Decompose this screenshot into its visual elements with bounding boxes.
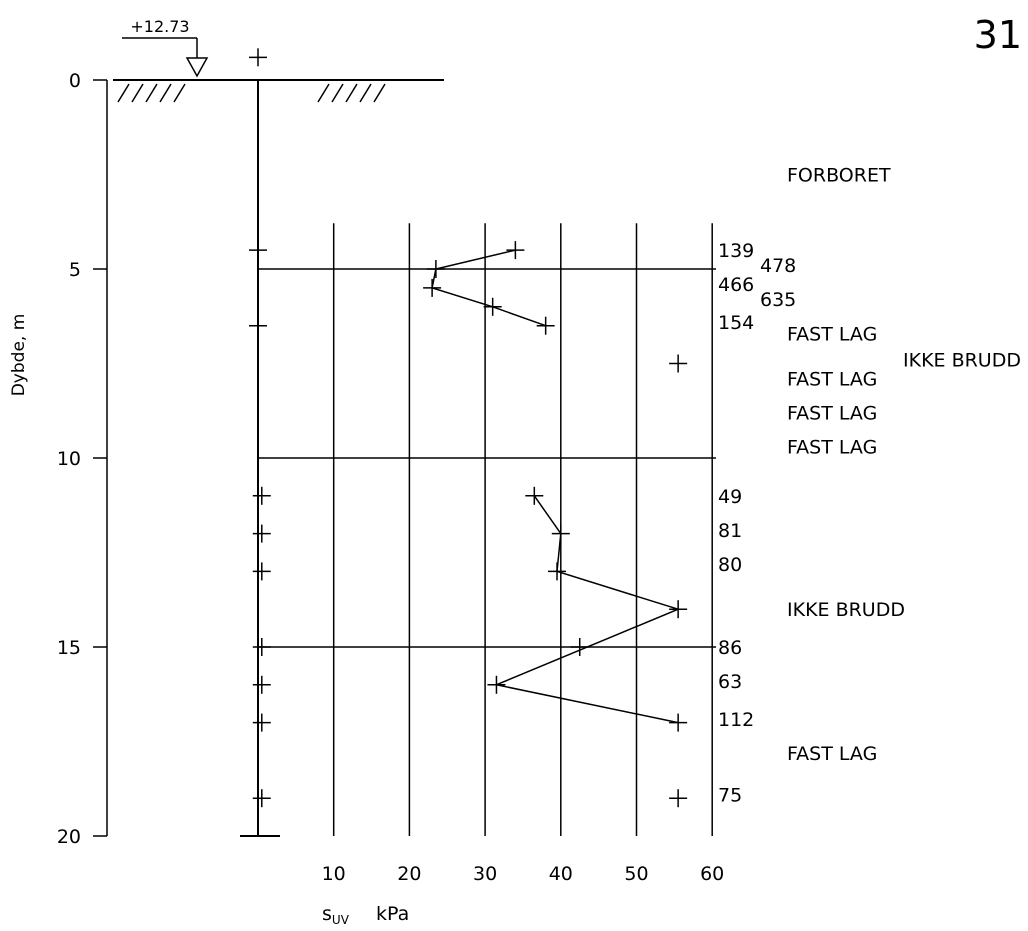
remoulded-point	[252, 675, 271, 694]
x-tick-label: 30	[473, 863, 497, 885]
y-tick-label: 20	[57, 826, 81, 848]
annotation-label: FAST LAG	[787, 323, 877, 345]
data-point	[548, 562, 567, 581]
svg-text:sUV: sUV	[322, 903, 350, 927]
page-number: 31	[974, 13, 1022, 57]
plot-area	[240, 48, 688, 837]
ground-surface: +12.73	[113, 17, 444, 103]
sensitivity-label: 80	[718, 554, 742, 576]
remoulded-point	[252, 638, 271, 656]
x-tick-label: 60	[700, 863, 724, 885]
x-tick-label: 50	[624, 863, 648, 885]
data-point	[570, 638, 589, 656]
annotation-label: IKKE BRUDD	[903, 350, 1021, 372]
sensitivity-label: 635	[760, 289, 796, 311]
y-axis-label: Dybde, m	[9, 314, 29, 397]
sensitivity-labels: 139 478 466 635 154 49 81 80 86 63 112 75	[718, 240, 796, 806]
hatch-mark	[317, 83, 330, 103]
water-table-icon	[185, 57, 209, 78]
annotation-label: FAST LAG	[787, 743, 877, 765]
y-tick-label: 15	[57, 637, 81, 659]
data-point	[506, 241, 525, 260]
data-point	[669, 354, 688, 373]
data-point	[551, 524, 570, 543]
hatch-mark	[159, 83, 172, 103]
depth-axis: 0 5 10 15 20	[57, 70, 108, 848]
annotation-label: FORBORET	[787, 165, 891, 187]
annotation-label: FAST LAG	[787, 403, 877, 425]
data-point	[669, 713, 688, 732]
hatch-mark	[359, 83, 372, 103]
sensitivity-label: 478	[760, 255, 796, 277]
sensitivity-label: 139	[718, 240, 754, 262]
remoulded-point	[252, 713, 271, 732]
remoulded-point	[249, 316, 267, 335]
data-point	[426, 260, 445, 278]
annotation-label: FAST LAG	[787, 369, 877, 391]
remoulded-point	[249, 48, 267, 67]
hatch-mark	[145, 83, 158, 103]
data-point	[423, 278, 442, 297]
x-axis-symbol: s	[322, 903, 332, 925]
ground-elevation: +12.73	[130, 17, 189, 36]
sensitivity-label: 49	[718, 486, 742, 508]
y-tick-label: 0	[69, 70, 81, 92]
series-line	[493, 495, 681, 724]
hatch-mark	[345, 83, 358, 103]
sensitivity-label: 81	[718, 520, 742, 542]
x-tick-label: 10	[322, 863, 346, 885]
hatch-mark	[131, 83, 144, 103]
remoulded-point	[252, 562, 271, 581]
sensitivity-label: 466	[718, 274, 754, 296]
strength-axis: 10 20 30 40 50 60	[322, 863, 725, 885]
hatch-mark	[331, 83, 344, 103]
sensitivity-label: 75	[718, 784, 742, 806]
data-point	[483, 297, 502, 316]
x-axis-unit: kPa	[376, 903, 409, 925]
remoulded-point	[252, 486, 271, 505]
annotation-label: FAST LAG	[787, 437, 877, 459]
x-tick-label: 20	[397, 863, 421, 885]
x-axis-label: sUV kPa	[322, 903, 409, 927]
annotations: FORBORET FAST LAG IKKE BRUDD FAST LAG FAST L…	[787, 165, 1021, 765]
y-tick-label: 5	[69, 259, 81, 281]
x-axis-subscript: UV	[332, 913, 350, 927]
sensitivity-label: 63	[718, 671, 742, 693]
y-tick-label: 10	[57, 448, 81, 470]
hatch-mark	[373, 83, 386, 103]
remoulded-point	[252, 789, 271, 808]
series-line	[431, 249, 546, 327]
remoulded-point	[249, 241, 267, 260]
sensitivity-label: 112	[718, 709, 754, 731]
sensitivity-label: 86	[718, 637, 742, 659]
data-point	[525, 486, 544, 505]
remoulded-point	[252, 524, 271, 543]
data-point	[536, 316, 555, 335]
annotation-label: IKKE BRUDD	[787, 599, 905, 621]
data-point	[669, 789, 688, 808]
chart-grid	[258, 223, 716, 836]
x-tick-label: 40	[549, 863, 573, 885]
data-point	[669, 600, 688, 619]
hatch-mark	[117, 83, 130, 103]
data-point	[487, 675, 506, 694]
hatch-mark	[173, 83, 186, 103]
sensitivity-label: 154	[718, 312, 754, 334]
